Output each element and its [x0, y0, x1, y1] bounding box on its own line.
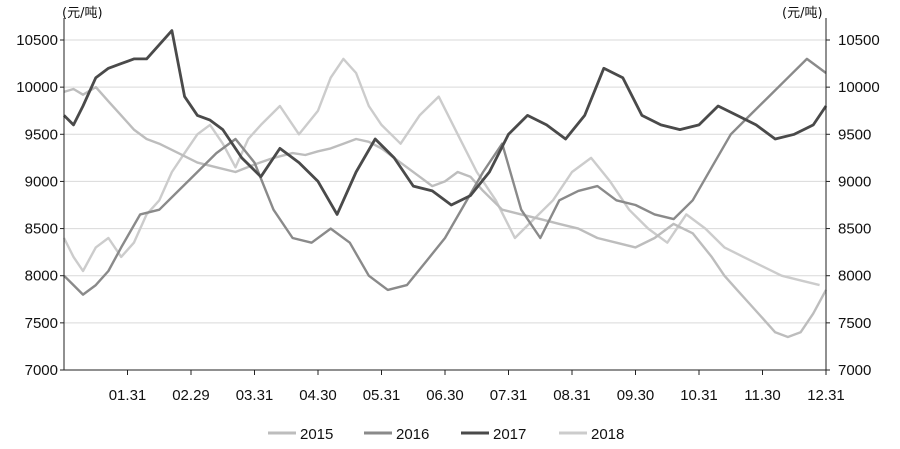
series-line-2015: [63, 85, 828, 339]
series-line-2016: [63, 57, 827, 296]
gridlines: [64, 39, 826, 324]
legend-label-2015: 2015: [300, 426, 333, 443]
y-tick-label-right: 8000: [838, 268, 871, 285]
x-tick-label: 02.29: [172, 387, 210, 404]
x-ticks: 01.31 02.29 03.31 04.30 05.31 06.30 07.31 08.31…: [109, 370, 845, 404]
legend-label-2017: 2017: [493, 426, 526, 443]
x-tick-label: 12.31: [807, 387, 845, 404]
y-tick-label-left: 10500: [16, 32, 58, 49]
legend: 2015 2016 2017 2018: [268, 426, 624, 443]
series-layer: [62, 29, 828, 339]
y-tick-label-left: 7500: [25, 315, 58, 332]
y-unit-left: (元/吨): [62, 6, 103, 21]
y-tick-label-right: 7000: [838, 362, 871, 379]
y-tick-label-left: 8000: [25, 268, 58, 285]
series-line-2017: [63, 29, 828, 216]
x-tick-label: 07.31: [490, 387, 528, 404]
y-tick-label-left: 10000: [16, 79, 58, 96]
x-tick-label: 05.31: [363, 387, 401, 404]
y-ticks-left: 7000 7500 8000 8500 9000 9500 10000 10500: [16, 32, 64, 379]
x-tick-label: 04.30: [299, 387, 337, 404]
x-tick-label: 03.31: [236, 387, 274, 404]
y-tick-label-left: 7000: [25, 362, 58, 379]
x-tick-label: 11.30: [744, 387, 780, 404]
y-tick-label-left: 9000: [25, 173, 58, 190]
y-tick-label-left: 8500: [25, 221, 58, 238]
y-tick-label-right: 9000: [838, 173, 871, 190]
y-tick-label-left: 9500: [25, 126, 58, 143]
y-unit-right: (元/吨): [782, 6, 823, 21]
x-tick-label: 01.31: [109, 387, 147, 404]
y-tick-label-right: 10000: [838, 79, 880, 96]
legend-label-2016: 2016: [396, 426, 429, 443]
x-tick-label: 10.31: [680, 387, 718, 404]
y-tick-label-right: 8500: [838, 221, 871, 238]
y-ticks-right: 7000 7500 8000 8500 9000 9500 10000 10500: [826, 32, 880, 379]
x-tick-label: 06.30: [426, 387, 464, 404]
series-line-2018: [62, 57, 820, 287]
y-tick-label-right: 10500: [838, 32, 880, 49]
x-tick-label: 09.30: [617, 387, 655, 404]
x-tick-label: 08.31: [553, 387, 591, 404]
legend-label-2018: 2018: [591, 426, 624, 443]
y-tick-label-right: 7500: [838, 315, 871, 332]
y-tick-label-right: 9500: [838, 126, 871, 143]
